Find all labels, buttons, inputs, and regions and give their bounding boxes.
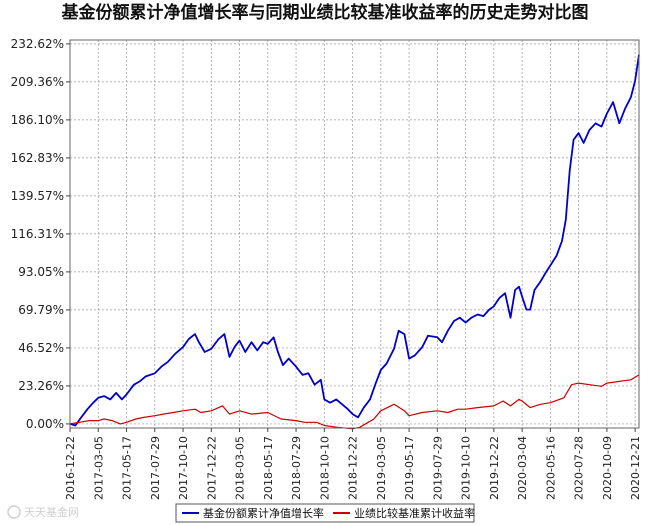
x-tick-label: 2017-03-05: [92, 436, 105, 500]
x-tick-label: 2017-07-29: [149, 436, 162, 500]
y-tick-label: 162.83%: [11, 151, 64, 165]
y-tick-label: 209.36%: [11, 75, 64, 89]
x-tick-label: 2019-07-29: [431, 436, 444, 500]
x-tick-label: 2018-03-05: [234, 436, 247, 500]
y-tick-label: 93.05%: [18, 265, 64, 279]
x-axis-ticks: 2016-12-22 2017-03-05 2017-05-17 2017-07-29…: [64, 428, 642, 500]
gridlines: [69, 40, 639, 428]
watermark-text: 天天基金网: [24, 505, 79, 519]
x-tick-label: 2019-05-17: [403, 436, 416, 500]
legend-label-fund: 基金份额累计净值增长率: [203, 506, 324, 520]
y-tick-label: 139.57%: [11, 189, 64, 203]
y-tick-label: 46.52%: [18, 341, 64, 355]
watermark: 天天基金网: [7, 505, 79, 519]
x-tick-label: 2017-10-10: [177, 436, 190, 500]
x-tick-label: 2020-12-21: [629, 436, 642, 500]
x-tick-label: 2017-05-17: [121, 436, 134, 500]
legend: 基金份额累计净值增长率 业绩比较基准累计收益率: [175, 503, 475, 523]
x-tick-label: 2020-07-28: [573, 436, 586, 500]
x-tick-label: 2020-05-16: [544, 436, 557, 500]
x-tick-label: 2018-12-22: [347, 436, 360, 500]
legend-box: [175, 503, 475, 523]
x-tick-label: 2020-10-09: [601, 436, 614, 500]
watermark-logo-icon: [7, 505, 21, 519]
x-tick-label: 2019-03-05: [375, 436, 388, 500]
y-tick-label: 23.26%: [18, 379, 64, 393]
x-tick-label: 2019-12-22: [488, 436, 501, 500]
y-tick-label: 0.00%: [26, 417, 64, 431]
x-tick-label: 2018-07-29: [290, 436, 303, 500]
x-tick-label: 2018-10-10: [318, 436, 331, 500]
y-axis-ticks: 232.62% 209.36% 186.10% 162.83% 139.57% 116.3…: [11, 37, 70, 431]
x-tick-label: 2020-03-04: [516, 436, 529, 500]
x-tick-label: 2019-10-10: [460, 436, 473, 500]
x-tick-label: 2018-05-17: [262, 436, 275, 500]
y-tick-label: 186.10%: [11, 113, 64, 127]
y-tick-label: 232.62%: [11, 37, 64, 51]
legend-label-benchmark: 业绩比较基准累计收益率: [354, 506, 475, 520]
x-tick-label: 2016-12-22: [64, 436, 77, 500]
series-line-fund: [69, 54, 640, 427]
chart-title: 基金份额累计净值增长率与同期业绩比较基准收益率的历史走势对比图: [61, 2, 589, 23]
y-tick-label: 116.31%: [11, 227, 64, 241]
x-tick-label: 2017-12-22: [205, 436, 218, 500]
y-tick-label: 69.79%: [18, 303, 64, 317]
